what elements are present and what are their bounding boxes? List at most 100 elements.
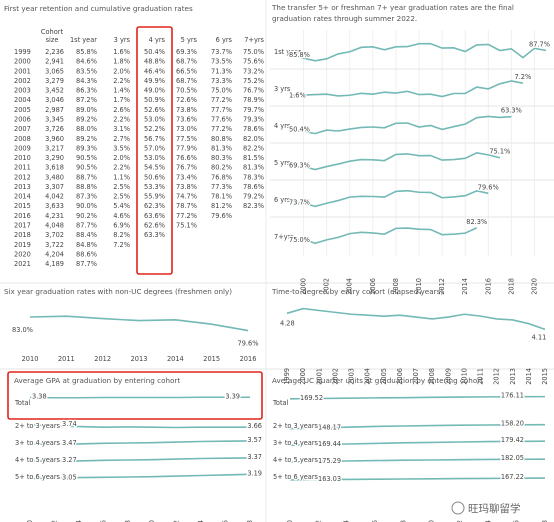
- data-label: 169.52: [300, 394, 323, 402]
- data-label: 179.42: [501, 436, 524, 444]
- x-tick-label: 2014: [167, 355, 184, 363]
- table-cell: 3,345: [45, 115, 64, 123]
- table-cell: 3,307: [45, 183, 64, 191]
- data-label: 7.2%: [515, 73, 532, 81]
- table-cell: 68.7%: [176, 58, 197, 66]
- chart-title-box: Average UC quarter units at graduation b…: [272, 376, 483, 385]
- table-cell: 2.5%: [113, 183, 130, 191]
- table-cell: 72.6%: [176, 96, 197, 104]
- row-header: 2020: [14, 250, 31, 258]
- table-cell: 3,633: [45, 202, 64, 210]
- table-cell: 53.0%: [144, 115, 165, 123]
- table-cell: 68.7%: [176, 77, 197, 85]
- table-cell: 4,042: [45, 193, 64, 201]
- row-label: 5 yrs: [274, 159, 291, 167]
- data-label: 4.28: [280, 319, 295, 327]
- table-cell: 3,290: [45, 154, 64, 162]
- row-label: 2+ to 3 years: [273, 422, 319, 430]
- table-cell: 50.6%: [144, 173, 165, 181]
- table-cell: 87.7%: [76, 222, 97, 230]
- x-tick-label: 2012: [456, 520, 464, 522]
- chart-title: The transfer 5+ or freshman 7+ year grad…: [272, 3, 514, 23]
- row-label: 3+ to 4 years: [15, 439, 61, 447]
- table-cell: 87.3%: [76, 193, 97, 201]
- table-cell: 77.5%: [176, 135, 197, 143]
- table-cell: 2,941: [45, 58, 64, 66]
- line-series: [29, 440, 251, 446]
- line-series: [291, 115, 512, 135]
- row-header: 2012: [14, 173, 31, 181]
- table-cell: 3,217: [45, 144, 64, 152]
- table-cell: 4.6%: [113, 212, 130, 220]
- table-cell: 74.7%: [176, 193, 197, 201]
- data-label: 73.7%: [289, 199, 310, 207]
- chart-title: Average GPA at graduation by entering co…: [14, 376, 181, 385]
- table-cell: 5.4%: [113, 202, 130, 210]
- table-cell: 52.6%: [144, 106, 165, 114]
- data-label: 167.22: [501, 473, 524, 481]
- table-cell: 77.2%: [211, 125, 232, 133]
- table-cell: 81.3%: [243, 164, 264, 172]
- table-cell: 77.6%: [211, 115, 232, 123]
- line-series: [29, 315, 249, 332]
- x-tick-label: 1999: [283, 368, 291, 385]
- line-series: [289, 458, 546, 463]
- data-label: 158.20: [501, 420, 524, 428]
- row-header: 2010: [14, 154, 31, 162]
- data-label: 3.66: [247, 422, 262, 430]
- x-tick-label: 2009: [444, 368, 452, 385]
- column-header-box: Cohort size: [41, 28, 63, 44]
- row-header: 2014: [14, 193, 31, 201]
- row-header: 2021: [14, 260, 31, 268]
- x-tick-label: 2005: [380, 368, 388, 385]
- table-cell: 73.4%: [176, 173, 197, 181]
- data-label: 3.39: [225, 392, 240, 400]
- data-label: 169.44: [318, 440, 341, 448]
- table-cell: 80.3%: [211, 154, 232, 162]
- data-label: 82.3%: [466, 218, 487, 226]
- column-header: 4 yrs: [149, 36, 166, 44]
- x-tick-label: 2002: [331, 368, 339, 385]
- line-series: [289, 440, 546, 447]
- table-cell: 89.2%: [76, 135, 97, 143]
- line-series: [291, 227, 478, 245]
- line-series: [289, 395, 546, 400]
- x-tick-label: 2006: [396, 368, 404, 385]
- table-cell: 76.7%: [176, 164, 197, 172]
- table-cell: 62.6%: [144, 222, 165, 230]
- table-cell: 90.5%: [76, 164, 97, 172]
- table-cell: 3,046: [45, 96, 64, 104]
- table-cell: 82.3%: [243, 202, 264, 210]
- x-tick-label: 2000: [300, 278, 308, 295]
- x-tick-label: 2001: [315, 368, 323, 385]
- x-tick-label: 2014: [461, 278, 469, 295]
- table-cell: 7.2%: [113, 241, 130, 249]
- watermark: 旺玛聊留学: [468, 502, 521, 515]
- table-cell: 81.5%: [243, 154, 264, 162]
- x-tick-label: 2003: [348, 368, 356, 385]
- x-tick-label: 2004: [364, 368, 372, 385]
- data-label: 75.1%: [489, 148, 510, 156]
- highlight-box: [7, 371, 263, 420]
- x-tick-label: 2018: [507, 278, 515, 295]
- table-cell: 78.6%: [243, 183, 264, 191]
- x-tick-label: 2014: [484, 520, 492, 522]
- table-cell: 54.5%: [144, 164, 165, 172]
- x-tick-label: 2006: [99, 520, 107, 522]
- table-cell: 78.6%: [243, 125, 264, 133]
- table-cell: 87.2%: [76, 96, 97, 104]
- row-label: 7+yrs: [274, 233, 294, 241]
- table-cell: 4,231: [45, 212, 64, 220]
- table-cell: 46.4%: [144, 67, 165, 75]
- x-tick-label: 2004: [75, 520, 83, 522]
- x-tick-label: 2002: [323, 278, 331, 295]
- table-cell: 90.0%: [76, 202, 97, 210]
- chart-title-box: Average GPA at graduation by entering co…: [14, 376, 181, 385]
- x-tick-label: 2000: [299, 368, 307, 385]
- column-header: 7+yrs: [244, 36, 264, 44]
- data-label: 3.47: [62, 439, 77, 447]
- table-cell: 76.8%: [211, 173, 232, 181]
- highlight-box: [136, 26, 173, 275]
- table-cell: 3,480: [45, 173, 64, 181]
